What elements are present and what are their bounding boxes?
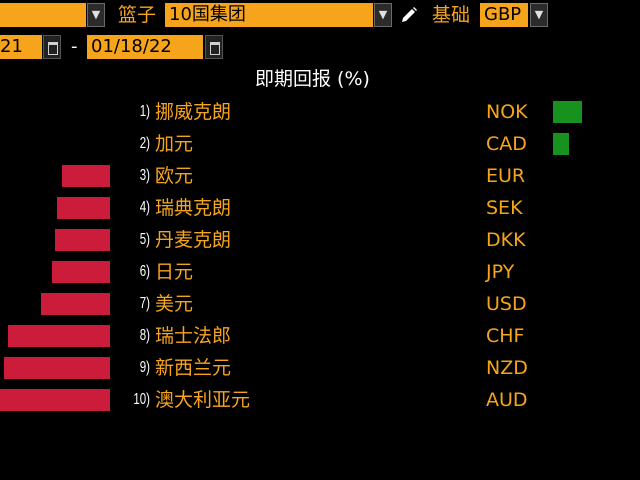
currency-name[interactable]: 丹麦克朗 [155, 229, 232, 251]
basket-dropdown-button[interactable]: ▼ [374, 3, 392, 27]
base-currency-select[interactable]: GBP [480, 3, 528, 27]
return-bar-eur [62, 165, 110, 187]
currency-name[interactable]: 日元 [155, 261, 194, 283]
chart-title: 即期回报 (%) [255, 68, 370, 90]
currency-name[interactable]: 瑞士法郎 [155, 325, 232, 347]
currency-code[interactable]: CAD [486, 133, 527, 155]
end-date-input[interactable]: 01/18/22 [87, 35, 203, 59]
chevron-down-icon: ▼ [378, 8, 388, 21]
currency-code[interactable]: EUR [486, 165, 526, 187]
currency-code[interactable]: JPY [486, 261, 515, 283]
row-rank: 4) [139, 199, 150, 216]
currency-name[interactable]: 美元 [155, 293, 194, 315]
row-rank: 2) [139, 135, 150, 152]
currency-name[interactable]: 挪威克朗 [155, 101, 232, 123]
row-rank: 1) [139, 103, 150, 120]
currency-code[interactable]: CHF [486, 325, 525, 347]
currency-code[interactable]: NZD [486, 357, 528, 379]
row-rank: 6) [139, 263, 150, 280]
currency-name[interactable]: 新西兰元 [155, 357, 232, 379]
start-date-input[interactable]: 21 [0, 35, 42, 59]
currency-code[interactable]: DKK [486, 229, 526, 251]
currency-name[interactable]: 澳大利亚元 [155, 389, 251, 411]
date-separator: - [71, 36, 78, 57]
return-bar-dkk [54, 229, 110, 251]
return-bar-chf [8, 325, 110, 347]
security-field[interactable] [0, 3, 86, 27]
return-bar-nzd [3, 357, 110, 379]
chevron-down-icon: ▼ [91, 8, 101, 21]
edit-pencil-icon[interactable] [399, 5, 419, 25]
base-currency-dropdown-button[interactable]: ▼ [530, 3, 548, 27]
return-bar-cad [553, 133, 570, 155]
row-rank: 7) [139, 295, 150, 312]
row-rank: 9) [139, 359, 150, 376]
start-date-calendar-icon[interactable] [43, 35, 61, 59]
return-bar-jpy [52, 261, 110, 283]
currency-code[interactable]: USD [486, 293, 527, 315]
currency-name[interactable]: 瑞典克朗 [155, 197, 232, 219]
chevron-down-icon: ▼ [534, 8, 544, 21]
currency-name[interactable]: 欧元 [155, 165, 194, 187]
return-bar-aud [0, 389, 110, 411]
security-dropdown-button[interactable]: ▼ [87, 3, 105, 27]
basket-select[interactable]: 10国集团 [165, 3, 373, 27]
currency-code[interactable]: AUD [486, 389, 528, 411]
row-rank: 3) [139, 167, 150, 184]
currency-code[interactable]: NOK [486, 101, 528, 123]
end-date-calendar-icon[interactable] [205, 35, 223, 59]
row-rank: 10) [133, 391, 150, 408]
return-bar-sek [57, 197, 110, 219]
basket-label: 篮子 [118, 4, 157, 26]
row-rank: 5) [139, 231, 150, 248]
currency-code[interactable]: SEK [486, 197, 523, 219]
base-label: 基础 [432, 4, 471, 26]
pencil-icon [402, 7, 417, 22]
return-bar-nok [553, 101, 583, 123]
return-bar-usd [41, 293, 110, 315]
currency-name[interactable]: 加元 [155, 133, 194, 155]
row-rank: 8) [139, 327, 150, 344]
